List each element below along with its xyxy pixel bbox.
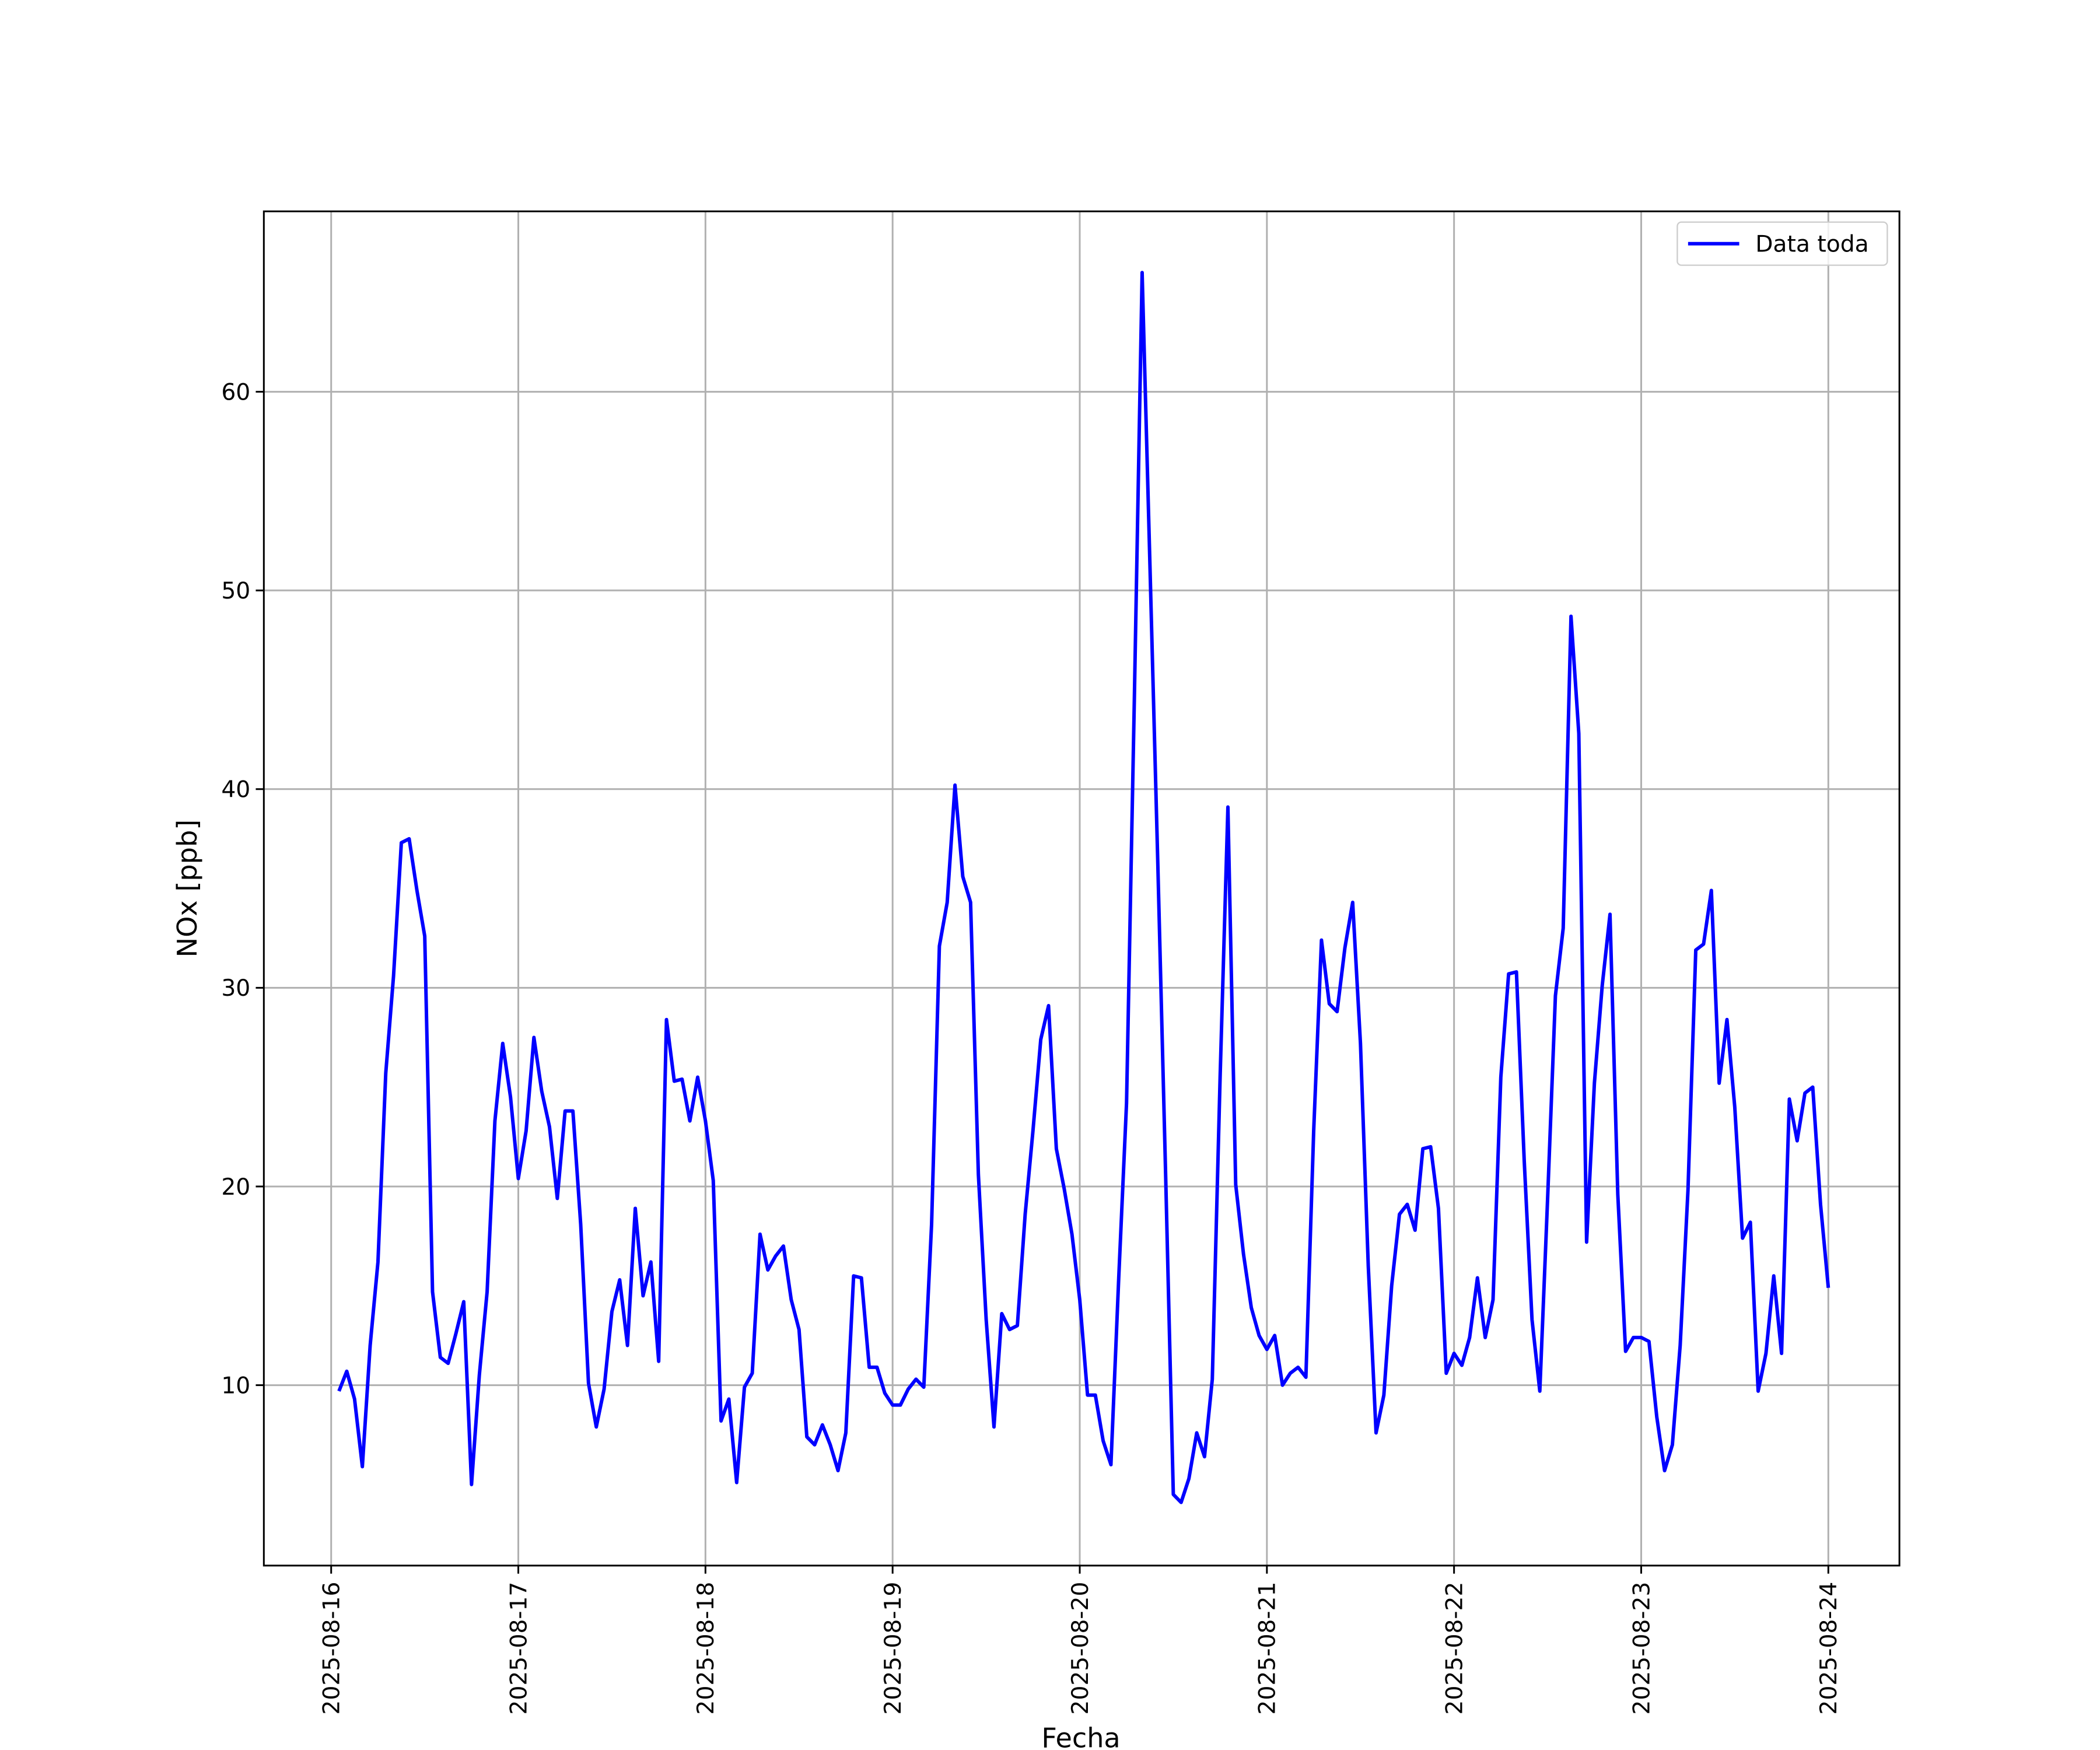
x-tick-label: 2025-08-20 — [1068, 1582, 1094, 1715]
x-axis-label: Fecha — [1041, 1722, 1120, 1750]
legend-label: Data toda — [1755, 232, 1868, 258]
data-line — [337, 271, 1831, 1504]
legend: Data toda — [1676, 221, 1888, 266]
x-tick-label: 2025-08-18 — [693, 1582, 719, 1715]
x-tick-label: 2025-08-16 — [319, 1582, 345, 1715]
x-tick-label: 2025-08-24 — [1816, 1582, 1842, 1715]
y-axis-label: NOx [ppb] — [172, 820, 203, 958]
x-tick-label: 2025-08-23 — [1629, 1582, 1655, 1715]
plot-area — [337, 271, 1831, 1504]
y-tick-label: 40 — [221, 777, 250, 803]
y-tick-label: 50 — [221, 578, 250, 604]
legend-box — [1676, 221, 1888, 266]
y-tick-label: 30 — [221, 975, 250, 1002]
x-tick-label: 2025-08-21 — [1255, 1582, 1281, 1715]
y-tick-label: 20 — [221, 1174, 250, 1200]
x-tick-label: 2025-08-17 — [506, 1582, 532, 1715]
axes-frame — [262, 210, 1901, 1567]
x-tick-label: 2025-08-22 — [1441, 1582, 1468, 1715]
grid — [264, 211, 1900, 1566]
y-tick-label: 10 — [221, 1373, 250, 1399]
ticks: 10 20 30 40 50 60 2025-08-16 2025-08-17 2025-08-… — [221, 379, 1842, 1714]
y-tick-label: 60 — [221, 379, 250, 405]
x-tick-label: 2025-08-19 — [880, 1582, 907, 1715]
